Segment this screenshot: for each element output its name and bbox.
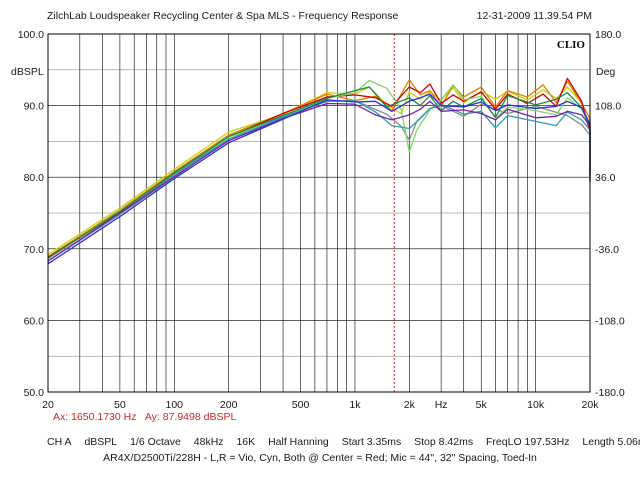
cursor-ax: Ax: 1650.1730 Hz: [53, 411, 137, 423]
x-tick-label: 100: [166, 399, 184, 411]
setting-stop: Stop 8.42ms: [414, 436, 474, 448]
series-line-9: [47, 93, 591, 265]
series-line-2: [47, 86, 591, 256]
tick-labels: 20 50 100 200 500 1k 2k Hz 5k 10k 20k 100.0 90.0 80.0…: [18, 29, 625, 411]
cursor-ay: Ay: 87.9498 dBSPL: [144, 411, 237, 423]
measurement-settings: CH A dBSPL 1/6 Octave 48kHz 16K Half Han…: [47, 436, 640, 448]
x-tick-label: 1k: [349, 399, 361, 411]
setting-window: Half Hanning: [268, 436, 329, 448]
y2-tick-label: 180.0: [595, 29, 621, 41]
x-tick-label: 2k: [404, 399, 416, 411]
setting-length: Length 5.06ms: [582, 436, 640, 448]
y-tick-label: 70.0: [24, 244, 45, 256]
x-tick-label: 500: [292, 399, 310, 411]
y-tick-label: 100.0: [18, 29, 44, 41]
series-line-6: [47, 86, 591, 259]
series-line-1: [47, 99, 591, 262]
left-axis-unit: dBSPL: [11, 66, 44, 78]
y-tick-label: 80.0: [24, 172, 45, 184]
x-tick-label: 5k: [476, 399, 488, 411]
setting-size: 16K: [236, 436, 256, 448]
x-tick-label: Hz: [435, 399, 448, 411]
x-tick-label: 20k: [582, 399, 600, 411]
series-line-5: [47, 79, 591, 260]
x-tick-label: 20: [42, 399, 54, 411]
setting-rate: 48kHz: [193, 436, 224, 448]
series-line-7: [47, 99, 591, 262]
y2-tick-label: -108.0: [595, 315, 625, 327]
plot-frame: [47, 33, 591, 393]
setting-smoothing: 1/6 Octave: [130, 436, 181, 448]
y2-tick-label: -36.0: [595, 244, 619, 256]
x-tick-label: 200: [220, 399, 238, 411]
y2-tick-label: 108.0: [595, 101, 621, 113]
y2-tick-label: 36.0: [595, 172, 616, 184]
y-tick-label: 50.0: [24, 387, 45, 399]
y-tick-label: 60.0: [24, 315, 45, 327]
clio-logo: CLIO: [557, 39, 586, 51]
series-line-8: [47, 100, 591, 262]
setting-start: Start 3.35ms: [341, 436, 402, 448]
y2-tick-label: -180.0: [595, 387, 625, 399]
setting-unit: dBSPL: [84, 436, 118, 448]
right-axis-unit: Deg: [596, 66, 616, 78]
window-title: ZilchLab Loudspeaker Recycling Center & …: [47, 10, 399, 22]
setting-channel: CH A: [47, 436, 72, 448]
y-tick-label: 90.0: [24, 101, 45, 113]
x-tick-label: 10k: [527, 399, 545, 411]
x-tick-label: 50: [114, 399, 126, 411]
timestamp: 12-31-2009 11.39.54 PM: [476, 10, 592, 22]
grid: [47, 33, 591, 393]
cursor-readout: Ax: 1650.1730 Hz Ay: 87.9498 dBSPL: [53, 411, 242, 423]
setting-freqlo: FreqLO 197.53Hz: [486, 436, 570, 448]
series-group: [47, 77, 591, 265]
measurement-caption: AR4X/D2500Ti/228H - L,R = Vio, Cyn, Both…: [103, 452, 537, 464]
